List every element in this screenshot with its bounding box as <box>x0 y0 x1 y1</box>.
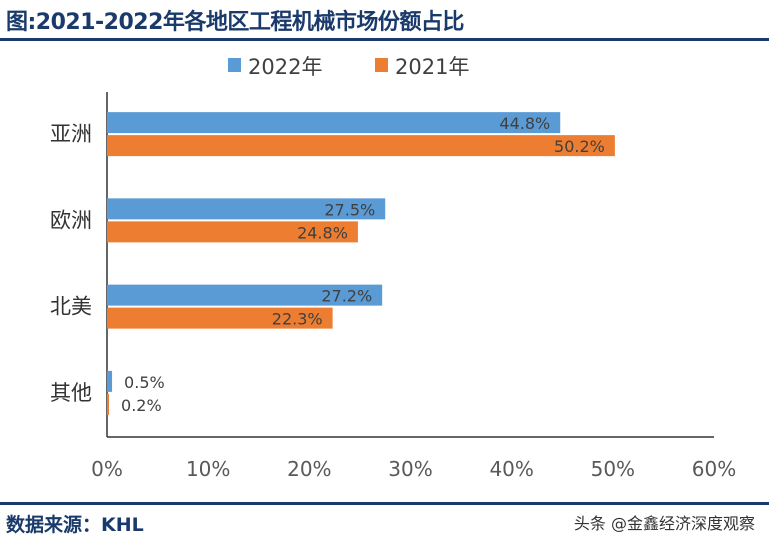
chart-title: 图:2021-2022年各地区工程机械市场份额占比 <box>6 10 464 35</box>
data-label: 0.5% <box>124 373 165 392</box>
legend-swatch <box>375 58 388 72</box>
x-tick-label: 30% <box>388 457 432 481</box>
title-divider <box>0 38 769 41</box>
data-label: 24.8% <box>297 223 348 242</box>
category-label: 亚洲 <box>50 122 92 146</box>
data-label: 50.2% <box>554 137 605 156</box>
watermark: 头条 @金鑫经济深度观察 <box>573 514 755 533</box>
bar-2021 <box>107 135 615 157</box>
x-tick-label: 20% <box>287 457 331 481</box>
bar-2022 <box>107 284 383 306</box>
legend-label: 2022年 <box>248 55 322 79</box>
x-tick-label: 40% <box>489 457 533 481</box>
data-label: 44.8% <box>499 114 550 133</box>
category-label: 北美 <box>50 295 92 319</box>
data-label: 22.3% <box>272 310 323 329</box>
data-label: 0.2% <box>121 396 162 415</box>
bar-2022 <box>107 112 561 134</box>
bar-2021 <box>107 307 333 329</box>
data-label: 27.2% <box>321 287 372 306</box>
bar-2022 <box>107 198 386 220</box>
bar-2021 <box>107 221 358 243</box>
bar-2021 <box>107 393 110 415</box>
x-tick-label: 60% <box>692 457 736 481</box>
data-label: 27.5% <box>324 200 375 219</box>
legend-swatch <box>228 58 241 72</box>
x-tick-label: 50% <box>591 457 635 481</box>
legend-label: 2021年 <box>395 55 469 79</box>
category-label: 其他 <box>50 381 92 405</box>
data-source: 数据来源：KHL <box>6 514 144 536</box>
footer-divider <box>0 502 769 505</box>
x-tick-label: 0% <box>91 457 123 481</box>
bar-2022 <box>107 370 113 392</box>
x-tick-label: 10% <box>186 457 230 481</box>
category-label: 欧洲 <box>50 208 92 232</box>
